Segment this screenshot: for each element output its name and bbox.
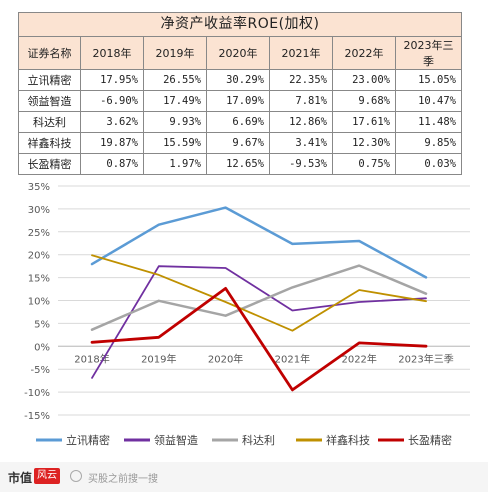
footer-slogan: 买股之前搜一搜 [88,474,158,485]
table-cell: 19.87% [80,132,144,154]
row-name: 长盈精密 [18,153,81,175]
table-cell: 17.09% [206,90,270,112]
table-cell: 9.85% [395,132,462,154]
y-tick-label: -5% [31,365,50,376]
table-cell: 23.00% [332,69,396,91]
row-name: 领益智造 [18,90,81,112]
table-row: 科达利 3.62% 9.93% 6.69% 12.86% 17.61% 11.4… [18,111,462,133]
table-cell: 22.35% [269,69,333,91]
table-header-row: 证券名称 2018年 2019年 2020年 2021年 2022年 2023年… [18,36,462,70]
x-tick-label: 2020年 [208,352,243,365]
row-name: 立讯精密 [18,69,81,91]
table-cell: 26.55% [143,69,207,91]
y-tick-label: -10% [24,388,50,399]
x-axis: 2018年 2019年 2020年 2021年 2022年 2023年三季 [74,352,453,365]
table-cell: 3.62% [80,111,144,133]
table-cell: 17.49% [143,90,207,112]
y-tick-label: 5% [34,319,50,330]
table-cell: 15.05% [395,69,462,91]
y-tick-label: 30% [28,205,50,216]
y-tick-label: 15% [28,274,50,285]
table-cell: 10.47% [395,90,462,112]
chart-series [90,206,428,392]
x-tick-label: 2019年 [141,352,176,365]
series-line [90,264,428,331]
table-cell: -6.90% [80,90,144,112]
table-title: 净资产收益率ROE(加权) [18,12,462,37]
search-icon [70,470,82,482]
header-2019: 2019年 [143,36,207,70]
header-2022: 2022年 [332,36,396,70]
header-2020: 2020年 [206,36,270,70]
table-cell: 30.29% [206,69,270,91]
row-name: 祥鑫科技 [18,132,81,154]
table-cell: 9.67% [206,132,270,154]
legend-label: 科达利 [242,433,275,447]
legend-label: 长盈精密 [408,433,452,447]
table-cell: 12.86% [269,111,333,133]
table-cell: 6.69% [206,111,270,133]
table-cell: 9.93% [143,111,207,133]
table-cell: 15.59% [143,132,207,154]
legend-label: 领益智造 [154,433,198,447]
y-tick-label: 25% [28,228,50,239]
x-tick-label: 2023年三季 [398,352,453,365]
table-cell: 9.68% [332,90,396,112]
table-cell: 11.48% [395,111,462,133]
series-line [91,265,427,379]
footer-bar: 市值 风云 买股之前搜一搜 [0,462,488,492]
y-tick-label: 35% [28,182,50,193]
table-row: 长盈精密 0.87% 1.97% 12.65% -9.53% 0.75% 0.0… [18,153,462,175]
table-cell: 0.03% [395,153,462,175]
y-tick-label: 10% [28,297,50,308]
y-tick-label: -15% [24,411,50,422]
header-2018: 2018年 [80,36,144,70]
table-cell: 0.75% [332,153,396,175]
table-row: 祥鑫科技 19.87% 15.59% 9.67% 3.41% 12.30% 9.… [18,132,462,154]
x-tick-label: 2022年 [341,352,376,365]
brand-badge: 风云 [34,468,60,484]
table-cell: 17.61% [332,111,396,133]
legend-label: 立讯精密 [66,433,110,447]
x-tick-label: 2021年 [275,352,310,365]
table-cell: 3.41% [269,132,333,154]
series-line [90,287,428,392]
table-row: 领益智造 -6.90% 17.49% 17.09% 7.81% 9.68% 10… [18,90,462,112]
header-2023q3: 2023年三季 [395,36,462,70]
table-row: 立讯精密 17.95% 26.55% 30.29% 22.35% 23.00% … [18,69,462,91]
table-cell: 1.97% [143,153,207,175]
roe-line-chart: -15%-10%-5%0%5%10%15%20%25%30%35% 2018年 2… [24,182,470,447]
y-tick-label: 20% [28,251,50,262]
y-tick-label: 0% [34,342,50,353]
series-line [90,206,428,279]
table-cell: 12.30% [332,132,396,154]
table-cell: 12.65% [206,153,270,175]
header-2021: 2021年 [269,36,333,70]
brand-logo: 市值 [8,471,33,485]
row-name: 科达利 [18,111,81,133]
y-axis: -15% -10% -5% 0% 5% 10% 15% 20% 25% 30% 35% [24,182,50,422]
roe-table: 证券名称 2018年 2019年 2020年 2021年 2022年 2023年… [18,36,462,175]
series-line [91,254,427,332]
table-cell: 17.95% [80,69,144,91]
header-security-name: 证券名称 [18,36,81,70]
chart-legend: 立讯精密 领益智造 科达利 祥鑫科技 长盈精密 [36,433,452,447]
legend-label: 祥鑫科技 [326,433,370,447]
table-cell: -9.53% [269,153,333,175]
table-cell: 7.81% [269,90,333,112]
